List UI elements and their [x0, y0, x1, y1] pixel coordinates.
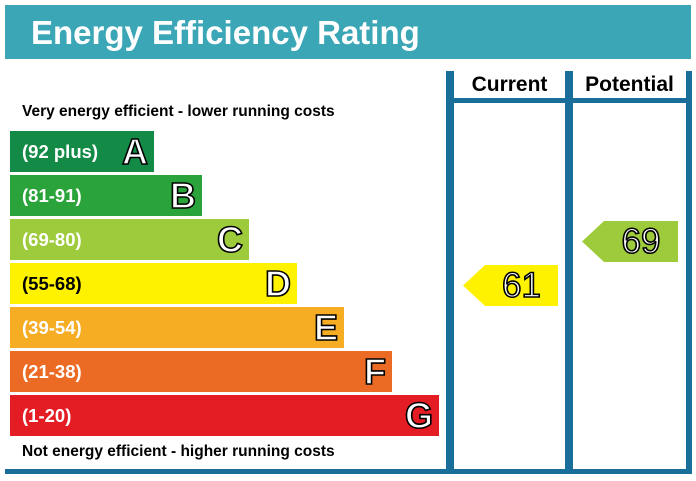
band-letter: A — [121, 130, 149, 173]
band-letter: B — [169, 174, 197, 217]
band-d: (55-68) D — [10, 262, 297, 305]
band-letter: F — [363, 350, 387, 393]
band-letter: E — [313, 306, 339, 349]
band-range-label: (1-20) — [22, 405, 72, 426]
band-e: (39-54) E — [10, 306, 344, 349]
band-range-label: (39-54) — [22, 317, 82, 338]
band-b: (81-91) B — [10, 174, 202, 217]
band-range-label: (92 plus) — [22, 141, 99, 162]
grid-divider — [565, 71, 573, 471]
grid-header-rule — [446, 98, 692, 103]
title-bar: Energy Efficiency Rating — [5, 5, 691, 59]
arrow-shape — [582, 221, 678, 262]
band-range-label: (55-68) — [22, 273, 82, 294]
band-letter: D — [264, 262, 292, 305]
arrow-shape — [463, 265, 558, 306]
grid-top-left — [446, 71, 454, 471]
grid-bottom-rule — [5, 469, 692, 474]
band-letter: C — [216, 218, 244, 261]
band-letter: G — [404, 394, 434, 437]
top-caption: Very energy efficient - lower running co… — [22, 103, 335, 120]
chart-title: Energy Efficiency Rating — [31, 14, 420, 51]
grid-right — [686, 71, 692, 471]
band-range-label: (21-38) — [22, 361, 82, 382]
band-range-label: (69-80) — [22, 229, 82, 250]
band-a: (92 plus) A — [10, 130, 154, 173]
band-range-label: (81-91) — [22, 185, 82, 206]
band-g: (1-20) G — [10, 394, 439, 437]
bottom-caption: Not energy efficient - higher running co… — [22, 443, 335, 460]
potential-column-header: Potential — [585, 73, 674, 96]
band-f: (21-38) F — [10, 350, 392, 393]
rating-value: 69 — [621, 221, 662, 262]
rating-value: 61 — [501, 265, 542, 306]
current-rating-arrow: 61 — [463, 265, 558, 306]
current-column-header: Current — [471, 73, 548, 96]
band-c: (69-80) C — [10, 218, 249, 261]
potential-rating-arrow: 69 — [582, 221, 678, 262]
